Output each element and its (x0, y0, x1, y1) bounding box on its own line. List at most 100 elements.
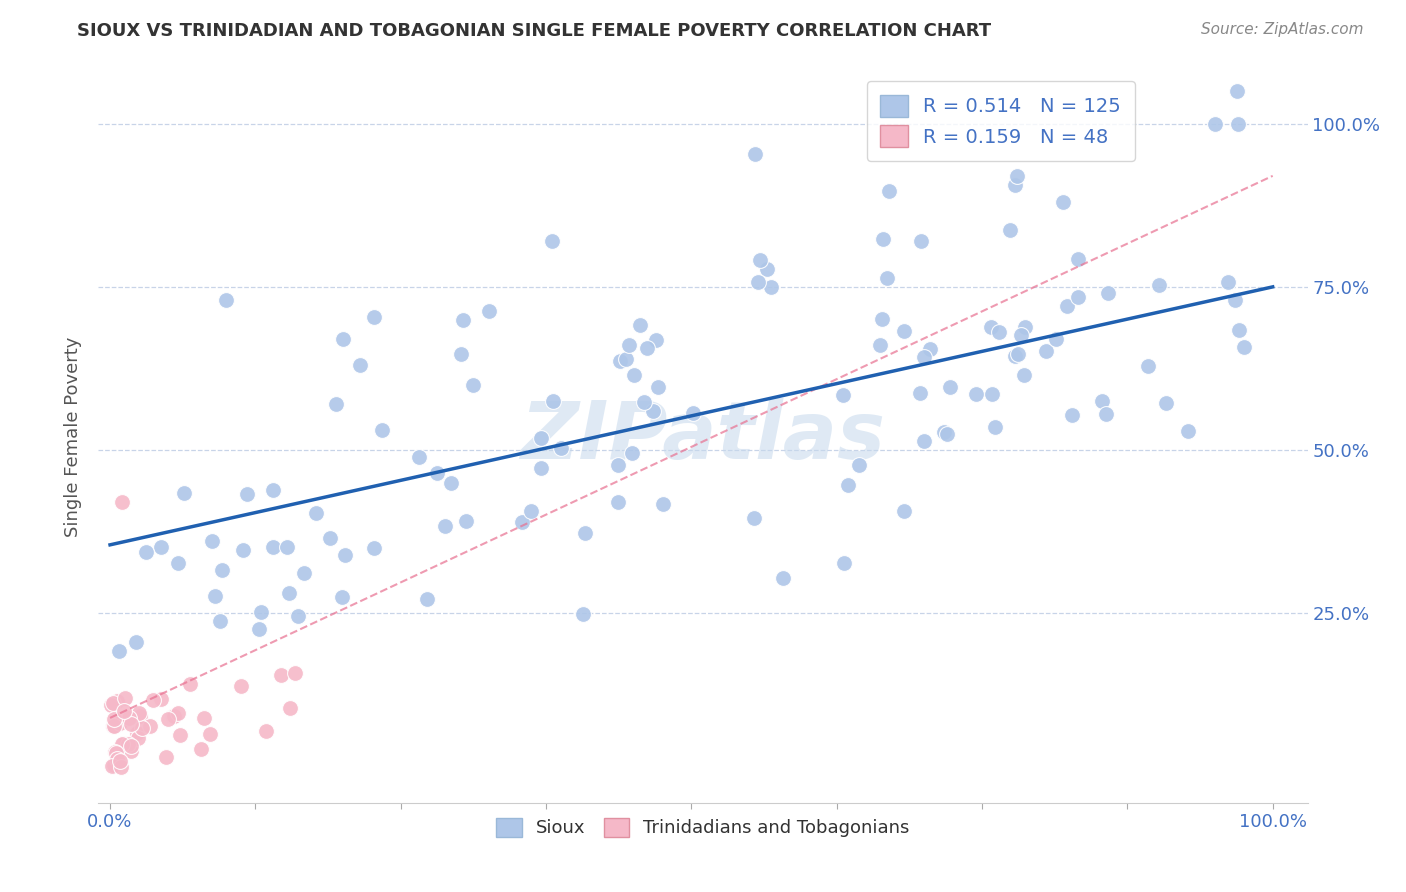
Point (440, 475, 463, 490)
Point (120, 716, 142, 731)
Point (1035, 343, 1057, 358)
Point (606, 458, 628, 472)
Point (1067, 252, 1090, 266)
Point (120, 739, 142, 754)
Point (872, 311, 894, 326)
Point (110, 716, 132, 731)
Point (1233, 341, 1256, 355)
Point (453, 313, 475, 327)
Point (201, 534, 224, 549)
Point (292, 566, 315, 581)
Point (1095, 407, 1118, 421)
Point (332, 591, 354, 605)
Point (478, 303, 501, 318)
Point (530, 461, 553, 475)
Point (749, 253, 772, 268)
Point (893, 504, 915, 518)
Point (254, 723, 277, 738)
Point (426, 466, 449, 480)
Point (876, 271, 898, 285)
Point (1097, 286, 1119, 301)
Point (105, 750, 128, 764)
Point (623, 368, 645, 382)
Point (111, 495, 134, 509)
Point (848, 458, 870, 472)
Point (617, 337, 640, 351)
Point (173, 486, 195, 500)
Point (744, 147, 766, 161)
Point (1218, 275, 1240, 289)
Point (107, 644, 129, 658)
Point (571, 607, 593, 621)
Point (278, 586, 301, 600)
Y-axis label: Single Female Poverty: Single Female Poverty (65, 337, 83, 537)
Point (117, 737, 139, 751)
Point (111, 737, 134, 751)
Point (135, 545, 157, 559)
Point (103, 719, 125, 733)
Point (869, 338, 891, 352)
Point (908, 386, 931, 401)
Point (127, 731, 149, 745)
Point (1052, 194, 1074, 209)
Point (1149, 278, 1171, 293)
Point (1007, 346, 1029, 360)
Point (166, 557, 188, 571)
Point (1004, 349, 1026, 363)
Text: SIOUX VS TRINIDADIAN AND TOBAGONIAN SINGLE FEMALE POVERTY CORRELATION CHART: SIOUX VS TRINIDADIAN AND TOBAGONIAN SING… (77, 22, 991, 40)
Point (211, 563, 233, 577)
Point (215, 293, 238, 307)
Point (1226, 84, 1249, 98)
Point (1177, 424, 1199, 438)
Point (169, 728, 191, 742)
Point (103, 719, 125, 733)
Point (276, 540, 298, 554)
Point (363, 541, 385, 555)
Point (112, 704, 135, 718)
Point (647, 380, 669, 394)
Point (284, 665, 307, 680)
Text: Source: ZipAtlas.com: Source: ZipAtlas.com (1201, 22, 1364, 37)
Point (877, 185, 900, 199)
Point (1091, 393, 1114, 408)
Point (1014, 320, 1036, 334)
Point (1156, 395, 1178, 409)
Point (550, 442, 572, 456)
Point (332, 332, 354, 346)
Point (110, 760, 132, 774)
Point (190, 741, 212, 756)
Point (641, 404, 664, 418)
Point (103, 757, 125, 772)
Point (155, 750, 177, 764)
Point (450, 346, 472, 360)
Point (981, 387, 1004, 401)
Point (609, 353, 631, 368)
Point (939, 380, 962, 394)
Point (128, 706, 150, 720)
Point (408, 450, 430, 464)
Point (1005, 169, 1028, 183)
Point (371, 423, 394, 437)
Point (747, 275, 769, 289)
Point (101, 759, 124, 773)
Point (156, 713, 179, 727)
Point (163, 709, 186, 723)
Point (756, 261, 779, 276)
Point (200, 727, 222, 741)
Point (1062, 409, 1084, 423)
Point (984, 420, 1007, 434)
Point (510, 516, 533, 530)
Point (231, 679, 253, 693)
Point (761, 280, 783, 294)
Point (652, 497, 675, 511)
Point (1227, 323, 1250, 337)
Point (998, 223, 1021, 237)
Point (349, 359, 371, 373)
Point (193, 711, 215, 725)
Point (319, 532, 342, 546)
Point (287, 608, 309, 623)
Point (1223, 293, 1246, 307)
Point (208, 615, 231, 629)
Point (1137, 359, 1160, 374)
Point (1056, 299, 1078, 313)
